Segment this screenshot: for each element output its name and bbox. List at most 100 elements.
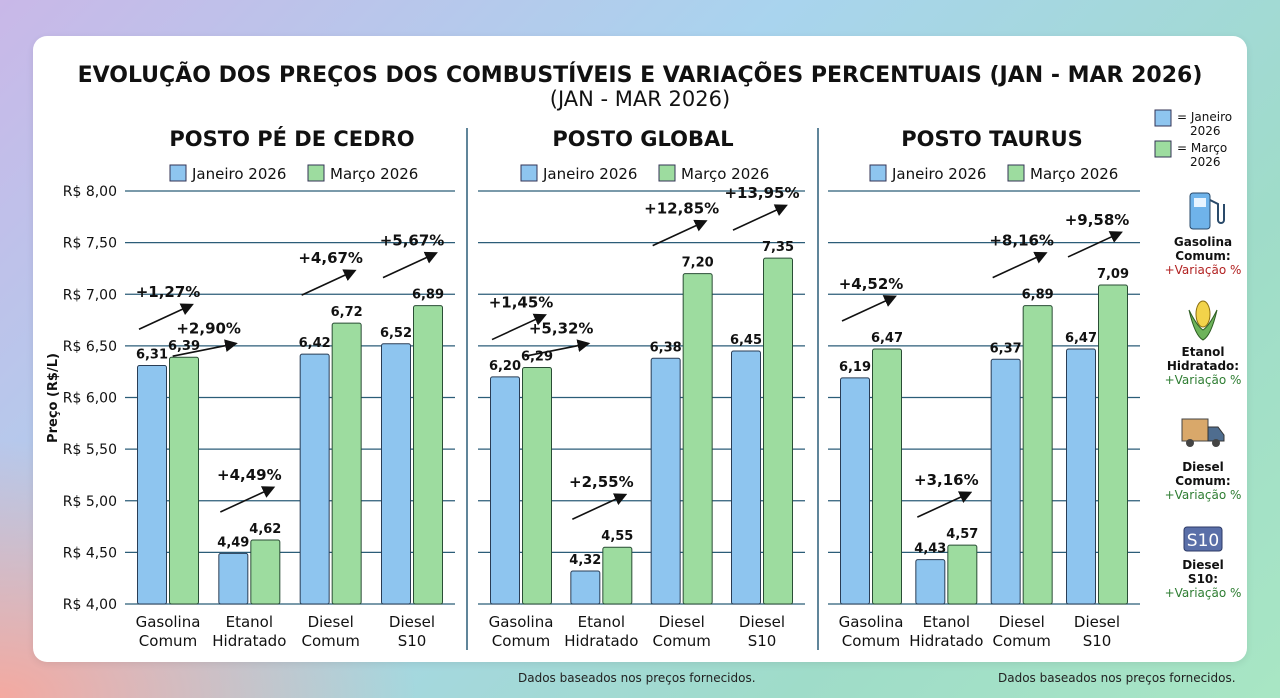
bar-janeiro [218, 552, 249, 605]
legend-label-mar: Março 2026 [1030, 165, 1118, 183]
value-label-jan: 4,32 [569, 553, 601, 568]
value-label-jan: 4,43 [914, 542, 946, 557]
truck-icon [1181, 418, 1209, 442]
side-legend-item-note: +Variação % [1165, 263, 1242, 277]
truck-wheel [1186, 439, 1194, 447]
value-label-jan: 6,38 [650, 340, 682, 355]
side-legend-swatch-jan [1154, 109, 1172, 127]
bar-marco [1022, 305, 1053, 605]
variation-label: +3,16% [914, 471, 979, 489]
value-label-jan: 6,20 [489, 359, 521, 374]
fuel-pump-hose [1209, 199, 1225, 224]
value-label-jan: 6,19 [839, 360, 871, 375]
value-label-mar: 6,89 [1022, 288, 1054, 303]
variation-arrow [491, 313, 547, 341]
variation-arrow [138, 303, 194, 330]
legend-label-jan: Janeiro 2026 [542, 165, 637, 183]
variation-label: +1,27% [136, 283, 201, 301]
bar-janeiro [490, 376, 520, 605]
bar-marco [1098, 284, 1128, 605]
variation-label: +8,16% [989, 232, 1054, 250]
legend-swatch-jan [520, 164, 538, 182]
side-legend-item-label: Hidratado: [1167, 359, 1239, 373]
legend-label-mar: Março 2026 [330, 165, 418, 183]
variation-arrow [992, 251, 1048, 279]
y-tick-label: R$ 8,00 [63, 184, 117, 200]
variation-arrow [1067, 231, 1123, 258]
category-label: Hidratado [212, 632, 286, 650]
value-label-mar: 6,47 [871, 331, 903, 346]
bar-marco [331, 322, 362, 605]
value-label-jan: 6,31 [136, 347, 168, 362]
bar-janeiro [1066, 348, 1096, 605]
legend-swatch-mar [658, 164, 676, 182]
bar-marco [872, 348, 902, 605]
side-legend-item-note: +Variação % [1165, 586, 1242, 600]
y-tick-label: R$ 4,50 [63, 545, 117, 561]
side-legend-mar: 2026 [1190, 155, 1221, 169]
y-tick-label: R$ 6,00 [63, 391, 117, 407]
value-label-mar: 7,20 [682, 256, 714, 271]
category-label: S10 [748, 632, 777, 650]
bar-marco [602, 546, 633, 605]
bar-janeiro [299, 353, 330, 605]
side-legend-item-note: +Variação % [1165, 373, 1242, 387]
category-label: Diesel [659, 613, 705, 631]
variation-arrow [219, 486, 276, 513]
bar-janeiro [570, 570, 601, 605]
variation-label: +9,58% [1065, 211, 1130, 229]
s10-badge-icon [1183, 526, 1223, 552]
category-label: Diesel [308, 613, 354, 631]
side-legend-item-label: Gasolina [1174, 235, 1232, 249]
variation-arrow [732, 204, 788, 231]
side-legend-item-label: S10: [1188, 572, 1218, 586]
category-label: Etanol [226, 613, 273, 631]
bar-marco [413, 305, 443, 605]
y-tick-label: R$ 5,00 [63, 494, 117, 510]
s10-badge-text: S10 [1187, 531, 1219, 551]
variation-arrow [571, 493, 628, 520]
category-label: Hidratado [909, 632, 983, 650]
category-label: Gasolina [839, 613, 904, 631]
legend-swatch-mar [307, 164, 325, 182]
footer-note: Dados baseados nos preços fornecidos. [518, 671, 756, 685]
variation-label: +5,32% [529, 319, 594, 337]
variation-arrow [652, 219, 708, 247]
side-legend-mar: = Março [1177, 141, 1227, 155]
value-label-mar: 4,62 [249, 522, 281, 537]
variation-label: +4,52% [839, 275, 904, 293]
bar-janeiro [990, 358, 1021, 605]
value-label-mar: 6,39 [168, 339, 200, 354]
corn-leaves [1188, 309, 1218, 341]
variation-arrow [916, 491, 973, 518]
side-legend-jan: 2026 [1190, 124, 1221, 138]
bar-janeiro [381, 343, 411, 605]
variation-arrow [172, 339, 238, 357]
side-legend-item-label: Comum: [1175, 474, 1230, 488]
fuel-pump-screen [1194, 198, 1206, 207]
category-label: Gasolina [489, 613, 554, 631]
bar-marco [250, 539, 281, 605]
bar-marco [522, 367, 552, 605]
variation-label: +1,45% [489, 294, 554, 312]
category-label: S10 [1083, 632, 1112, 650]
chart-title: EVOLUÇÃO DOS PREÇOS DOS COMBUSTÍVEIS E V… [78, 62, 1203, 88]
category-label: Comum [301, 632, 359, 650]
category-label: Comum [492, 632, 550, 650]
side-legend-item-label: Diesel [1182, 558, 1224, 572]
variation-label: +5,67% [380, 232, 445, 250]
bar-marco [947, 544, 978, 605]
bar-janeiro [915, 559, 946, 605]
variation-label: +4,49% [217, 466, 282, 484]
legend-swatch-mar [1007, 164, 1025, 182]
value-label-jan: 6,52 [380, 326, 412, 341]
category-label: Etanol [923, 613, 970, 631]
bar-janeiro [731, 350, 761, 605]
value-label-mar: 7,09 [1097, 267, 1129, 282]
value-label-mar: 4,55 [601, 529, 633, 544]
legend-label-jan: Janeiro 2026 [891, 165, 986, 183]
truck-cab [1207, 426, 1225, 442]
legend-label-mar: Março 2026 [681, 165, 769, 183]
legend-swatch-jan [169, 164, 187, 182]
value-label-jan: 6,47 [1065, 331, 1097, 346]
